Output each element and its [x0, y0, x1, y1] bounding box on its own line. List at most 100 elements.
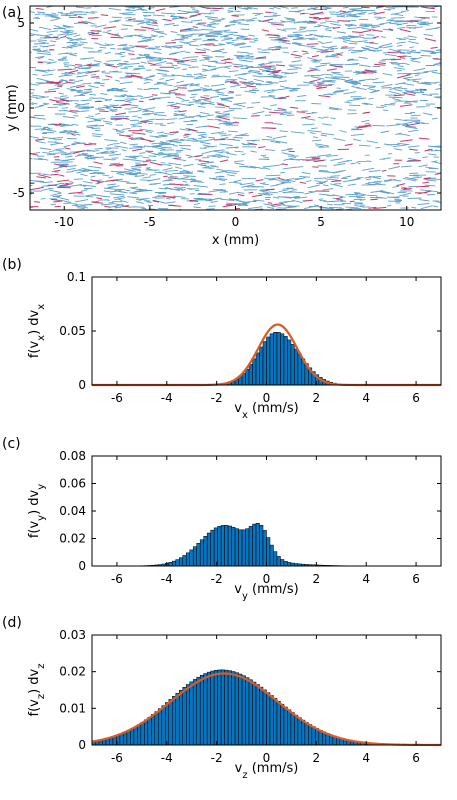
histogram-bar — [248, 526, 253, 567]
histogram-bar — [255, 684, 260, 746]
x-tick-label: 4 — [362, 391, 370, 405]
histogram-bar — [179, 689, 183, 746]
x-axis-label: vz (mm/s) — [235, 761, 299, 781]
histogram-bar — [203, 535, 208, 567]
histogram-bar — [280, 703, 285, 746]
x-tick-label: -5 — [144, 215, 156, 229]
x-tick-label: 10 — [399, 215, 414, 229]
y-tick-label: 0.1 — [67, 270, 86, 284]
histogram-bar — [185, 552, 190, 567]
histogram-bar — [294, 714, 299, 746]
histogram-bar — [206, 532, 211, 567]
y-tick-label: 0.05 — [59, 324, 86, 338]
y-tick-label: 0.08 — [59, 449, 86, 463]
histogram-bar — [283, 561, 288, 567]
y-tick-label: -5 — [13, 186, 25, 200]
histogram-bar — [234, 528, 239, 567]
x-tick-label: 2 — [313, 751, 321, 765]
histogram-bar — [245, 528, 250, 567]
x-tick-label: 0 — [232, 215, 240, 229]
histogram-bar — [262, 689, 267, 746]
y-tick-label: 0 — [17, 101, 25, 115]
histogram-bar — [220, 669, 225, 746]
histogram-bar — [172, 696, 177, 746]
histogram-bar — [241, 529, 246, 567]
x-tick-label: 6 — [412, 572, 420, 586]
y-tick-label: 0.03 — [59, 628, 86, 642]
histogram-bar — [217, 669, 222, 746]
panel-label: (c) — [2, 436, 21, 452]
histogram-bar — [311, 726, 316, 746]
histogram-bar — [266, 537, 271, 567]
y-axis-label: f(vx) dvx — [27, 304, 47, 358]
x-tick-label: -2 — [211, 572, 223, 586]
trajectory-tracks-red — [30, 6, 441, 210]
x-tick-label: 6 — [412, 391, 420, 405]
histogram-bar — [283, 336, 288, 386]
histogram-bar — [248, 364, 253, 386]
plot-area — [30, 6, 441, 210]
x-tick-label: -6 — [111, 391, 123, 405]
histogram-bar — [248, 679, 253, 746]
histogram-bar — [280, 559, 285, 567]
histogram-bar — [245, 369, 250, 386]
histogram-bar — [137, 724, 142, 746]
panel-d: -6 -4 -2 0 2 4 6 0 0.01 0.02 0.03 vz (mm/s) f(vz) dv… — [2, 615, 442, 781]
y-tick-label: 0.01 — [59, 701, 86, 715]
histogram-bar — [294, 348, 299, 386]
histogram-bar — [168, 562, 173, 567]
histogram-bar — [234, 672, 239, 746]
y-tick-label: 0.02 — [59, 665, 86, 679]
histogram-bar — [227, 525, 232, 567]
histogram-bar — [252, 681, 257, 746]
histogram-bar — [151, 714, 156, 746]
histogram-bar — [269, 544, 274, 567]
histogram-bar — [196, 542, 201, 567]
y-tick-label: 0 — [78, 378, 86, 392]
trajectory-tracks-blue — [30, 6, 441, 210]
histogram-bar — [304, 722, 309, 746]
histogram-bar — [273, 331, 278, 386]
x-tick-label: 4 — [362, 751, 370, 765]
x-tick-label: -2 — [211, 391, 223, 405]
panel-label: (b) — [2, 257, 22, 273]
histogram-bar — [241, 675, 246, 746]
histogram-bar — [241, 373, 246, 386]
histogram-bar — [255, 523, 260, 567]
histogram-bar — [238, 376, 243, 386]
histogram-bar — [210, 670, 215, 746]
histogram-bars — [91, 669, 410, 746]
histogram-bar — [172, 560, 177, 567]
x-tick-label: 4 — [362, 572, 370, 586]
histogram-bar — [154, 711, 159, 746]
histogram-bar — [245, 677, 250, 746]
x-tick-label: 2 — [313, 572, 321, 586]
x-tick-label: -4 — [161, 751, 173, 765]
y-axis-label: f(vz) dvz — [27, 664, 47, 717]
histogram-bar — [123, 732, 128, 746]
histogram-bar — [220, 525, 225, 567]
histogram-bar — [182, 555, 187, 567]
histogram-bar — [130, 728, 135, 746]
histogram-bar — [287, 339, 292, 386]
histogram-bar — [126, 730, 131, 746]
histogram-bar — [231, 671, 236, 746]
y-tick-label: 0.04 — [59, 504, 86, 518]
y-tick-label: 0 — [78, 559, 86, 573]
histogram-bar — [133, 726, 138, 746]
histogram-bar — [266, 336, 271, 386]
histogram-bar — [203, 673, 208, 746]
x-tick-label: -2 — [211, 751, 223, 765]
histogram-bar — [213, 527, 218, 567]
histogram-bar — [283, 706, 288, 746]
histogram-bar — [273, 551, 278, 567]
panel-a: -10 -5 0 5 10 -5 0 5 x (mm) y (mm) (a) — [2, 5, 442, 248]
y-axis-label: y (mm) — [5, 84, 20, 131]
x-tick-label: 0 — [263, 391, 271, 405]
histogram-bar — [224, 525, 229, 567]
x-tick-label: -4 — [161, 391, 173, 405]
y-tick-label: 5 — [17, 16, 25, 30]
histogram-bar — [217, 526, 222, 567]
x-tick-label: -10 — [54, 215, 74, 229]
